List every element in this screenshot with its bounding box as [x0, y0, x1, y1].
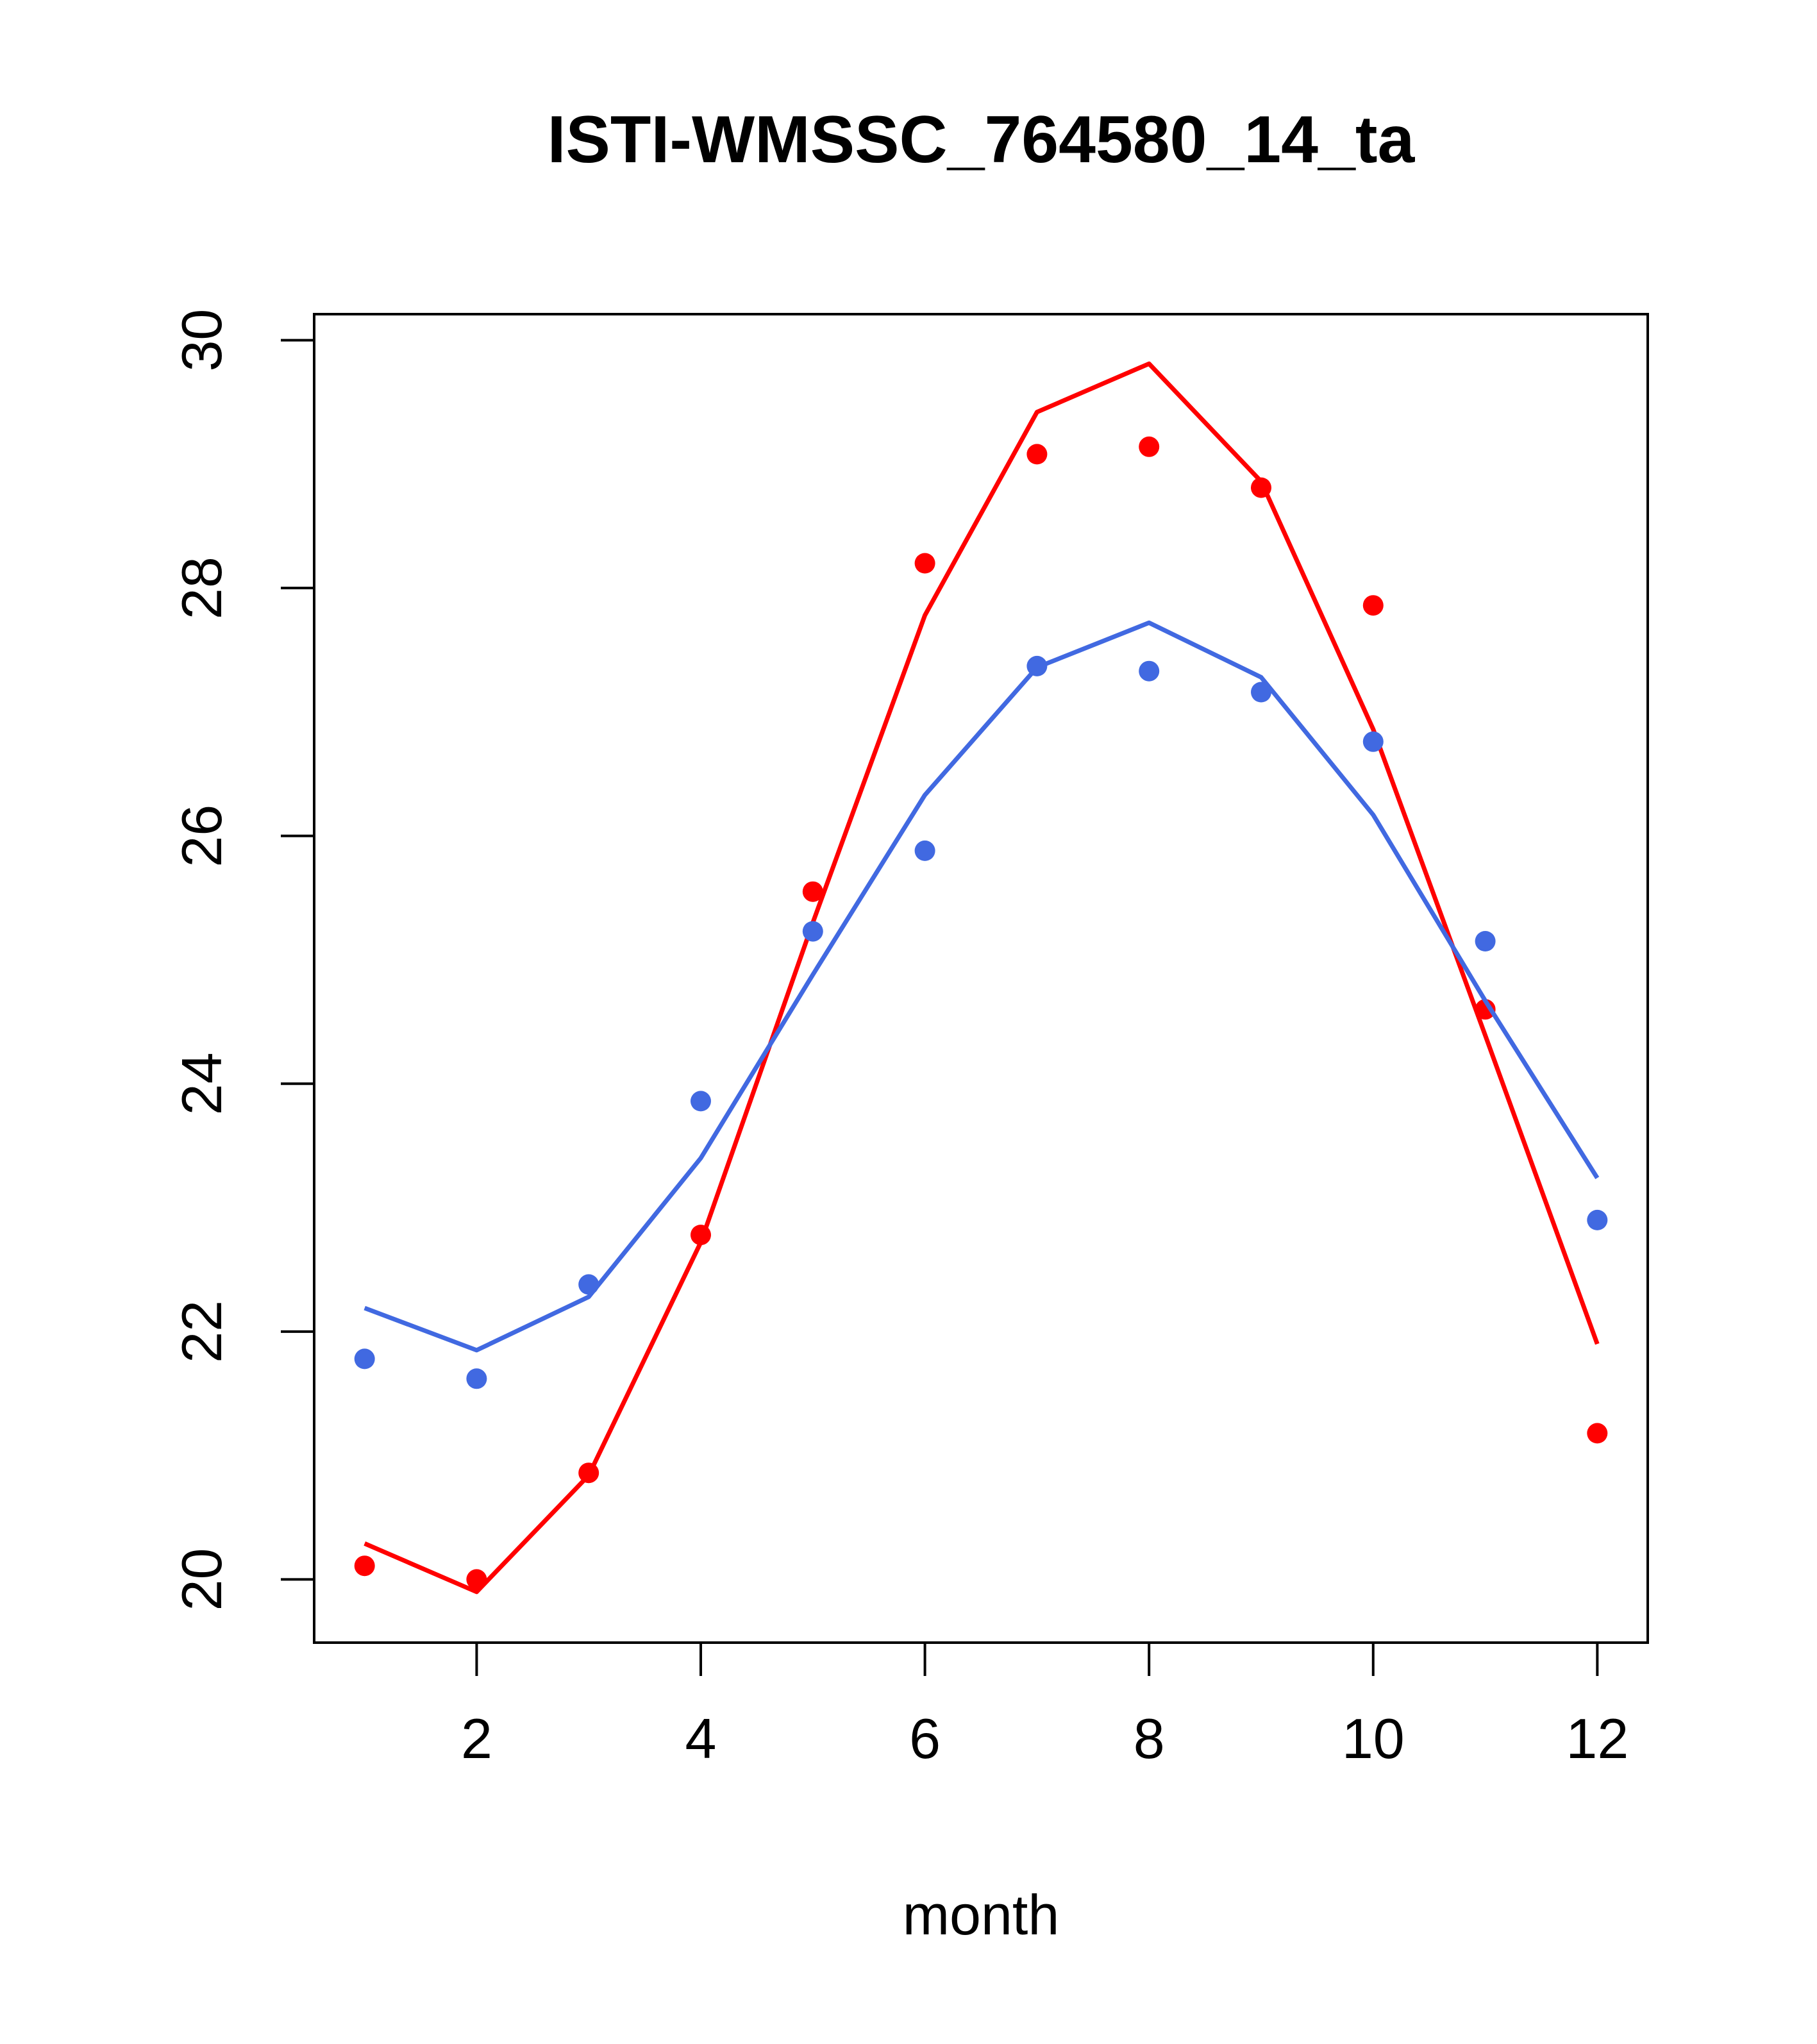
x-tick-label: 10 [1342, 1707, 1405, 1770]
series-2-point [1139, 660, 1160, 682]
series-1-point [1362, 595, 1384, 616]
series-1-point [1026, 444, 1048, 465]
series-2-point [802, 921, 823, 942]
x-tick-label: 2 [461, 1707, 492, 1770]
series-1-point [578, 1462, 599, 1484]
series-2-point [914, 840, 935, 861]
y-tick-label: 20 [170, 1548, 233, 1611]
series-2-line [364, 620, 1600, 1353]
series-1-point [802, 881, 823, 902]
x-tick-label: 6 [909, 1707, 941, 1770]
y-tick-label: 26 [170, 805, 233, 867]
series-1-point [1475, 999, 1496, 1020]
series-2-point [691, 1091, 711, 1112]
series-1-point [1251, 477, 1271, 498]
x-axis-label: month [903, 1883, 1060, 1947]
series-2-point [1475, 931, 1496, 951]
chart-title: ISTI-WMSSC_764580_14_ta [548, 103, 1416, 177]
series-1-point [914, 553, 935, 574]
series-2-point [1026, 655, 1048, 676]
y-tick-label: 22 [170, 1300, 233, 1363]
x-tick-label: 4 [685, 1707, 717, 1770]
series-1-point [1139, 436, 1160, 457]
series-2-point [1587, 1209, 1608, 1230]
series-2-point [578, 1274, 599, 1295]
series-2-point [1251, 682, 1271, 703]
series-1-point [466, 1569, 487, 1590]
series-1-point [354, 1555, 375, 1577]
series-1-line [364, 361, 1600, 1595]
series-1-point [691, 1225, 711, 1246]
series-2-point [1362, 731, 1384, 752]
x-tick-label: 8 [1134, 1707, 1165, 1770]
x-axis: 2 4 6 8 10 12 [461, 1641, 1629, 1770]
series-2-point [354, 1348, 375, 1370]
y-axis: 20 22 24 26 28 30 [170, 309, 315, 1611]
y-tick-label: 24 [170, 1052, 233, 1115]
x-tick-label: 12 [1566, 1707, 1629, 1770]
series-1-point [1587, 1423, 1608, 1444]
series-2-point [466, 1368, 487, 1389]
y-tick-label: 28 [170, 557, 233, 619]
data-layer [354, 361, 1608, 1595]
y-tick-label: 30 [170, 309, 233, 372]
